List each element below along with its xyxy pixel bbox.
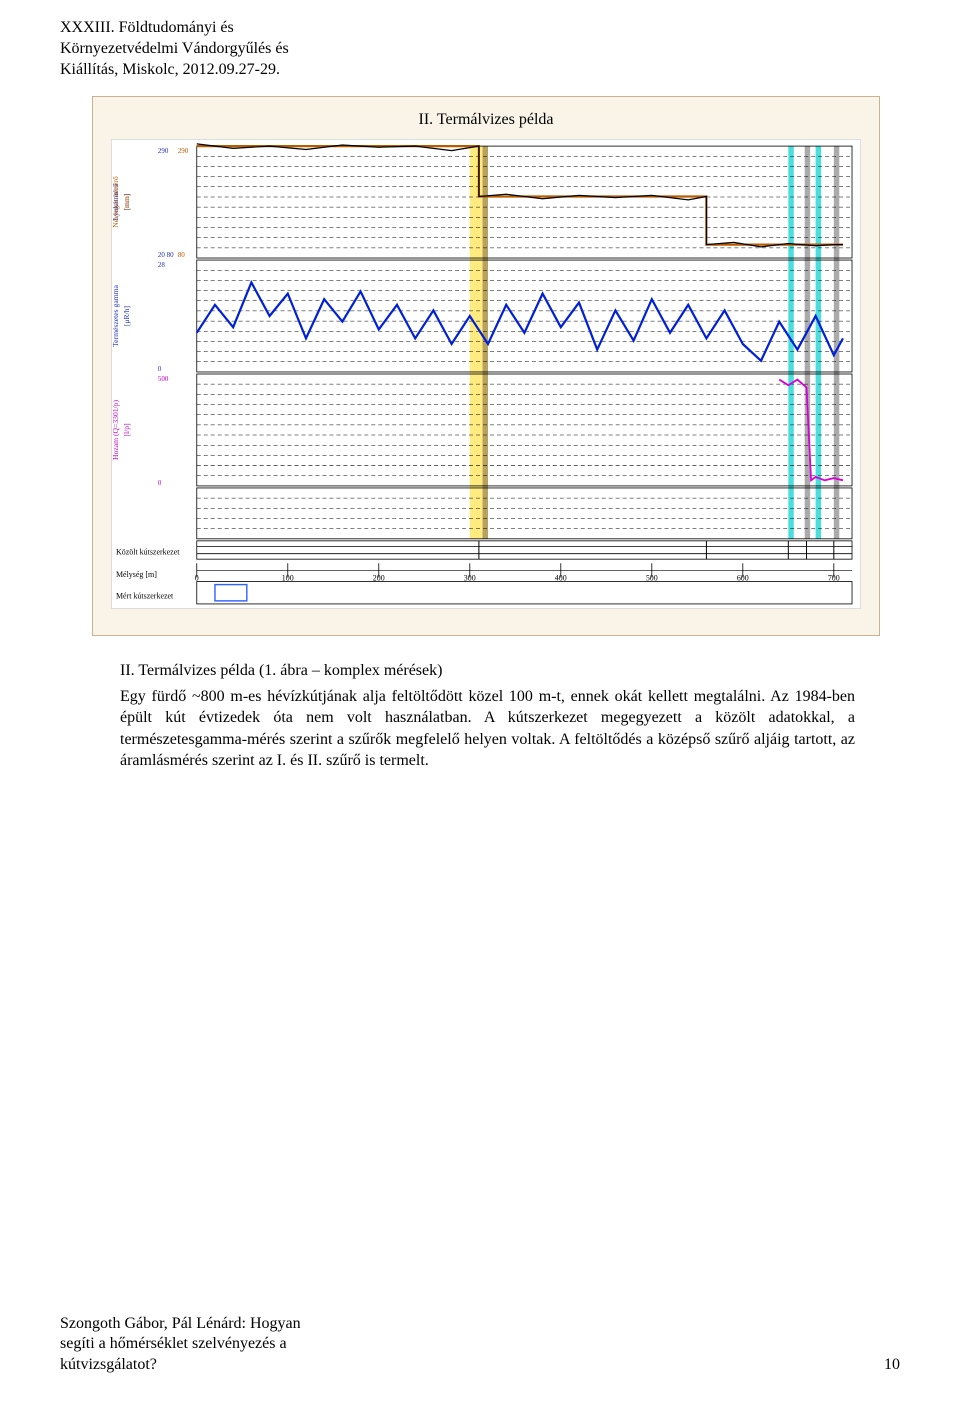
svg-text:0: 0 — [158, 479, 162, 487]
figure-container: II. Termálvizes példa 010020030040050060… — [92, 96, 880, 636]
svg-text:[l/p]: [l/p] — [122, 423, 131, 436]
svg-text:500: 500 — [158, 375, 169, 383]
header-line: XXXIII. Földtudományi és — [60, 18, 289, 39]
figure-caption: II. Termálvizes példa (1. ábra – komplex… — [120, 660, 855, 682]
svg-text:Mélység [m]: Mélység [m] — [116, 570, 157, 579]
svg-text:Mért kútszerkezet: Mért kútszerkezet — [116, 591, 174, 600]
page-footer: Szongoth Gábor, Pál Lénárd: Hogyan segít… — [60, 1314, 900, 1376]
body-paragraph: Egy fürdő ~800 m-es hévízkútjának alja f… — [120, 686, 855, 772]
svg-text:28: 28 — [158, 261, 165, 269]
svg-text:[μR/h]: [μR/h] — [122, 306, 131, 326]
footer-line: Szongoth Gábor, Pál Lénárd: Hogyan — [60, 1314, 900, 1335]
page-header: XXXIII. Földtudományi és Környezetvédelm… — [60, 18, 289, 80]
svg-text:Közölt kútszerkezet: Közölt kútszerkezet — [116, 548, 180, 557]
svg-text:290: 290 — [158, 147, 169, 155]
svg-text:Hozam (Q=3301/p): Hozam (Q=3301/p) — [112, 399, 120, 459]
svg-text:0: 0 — [158, 365, 162, 373]
svg-text:20 80: 20 80 — [158, 251, 174, 259]
svg-text:Névleges átmérő: Névleges átmérő — [112, 176, 120, 228]
footer-line: kútvizsgálatot? — [60, 1355, 157, 1376]
svg-text:80: 80 — [178, 251, 185, 259]
svg-text:[mm]: [mm] — [122, 194, 131, 211]
svg-text:Természetes gamma: Természetes gamma — [112, 284, 120, 347]
header-line: Kiállítás, Miskolc, 2012.09.27-29. — [60, 60, 289, 81]
svg-text:290: 290 — [178, 147, 189, 155]
page-number: 10 — [884, 1355, 900, 1376]
footer-line: segíti a hőmérséklet szelvényezés a — [60, 1334, 900, 1355]
body-text: II. Termálvizes példa (1. ábra – komplex… — [120, 660, 855, 776]
header-line: Környezetvédelmi Vándorgyűlés és — [60, 39, 289, 60]
figure-title: II. Termálvizes példa — [111, 111, 861, 129]
well-log-chart: 0100200300400500600700Lyukátmérő[mm]Névl… — [111, 139, 861, 609]
